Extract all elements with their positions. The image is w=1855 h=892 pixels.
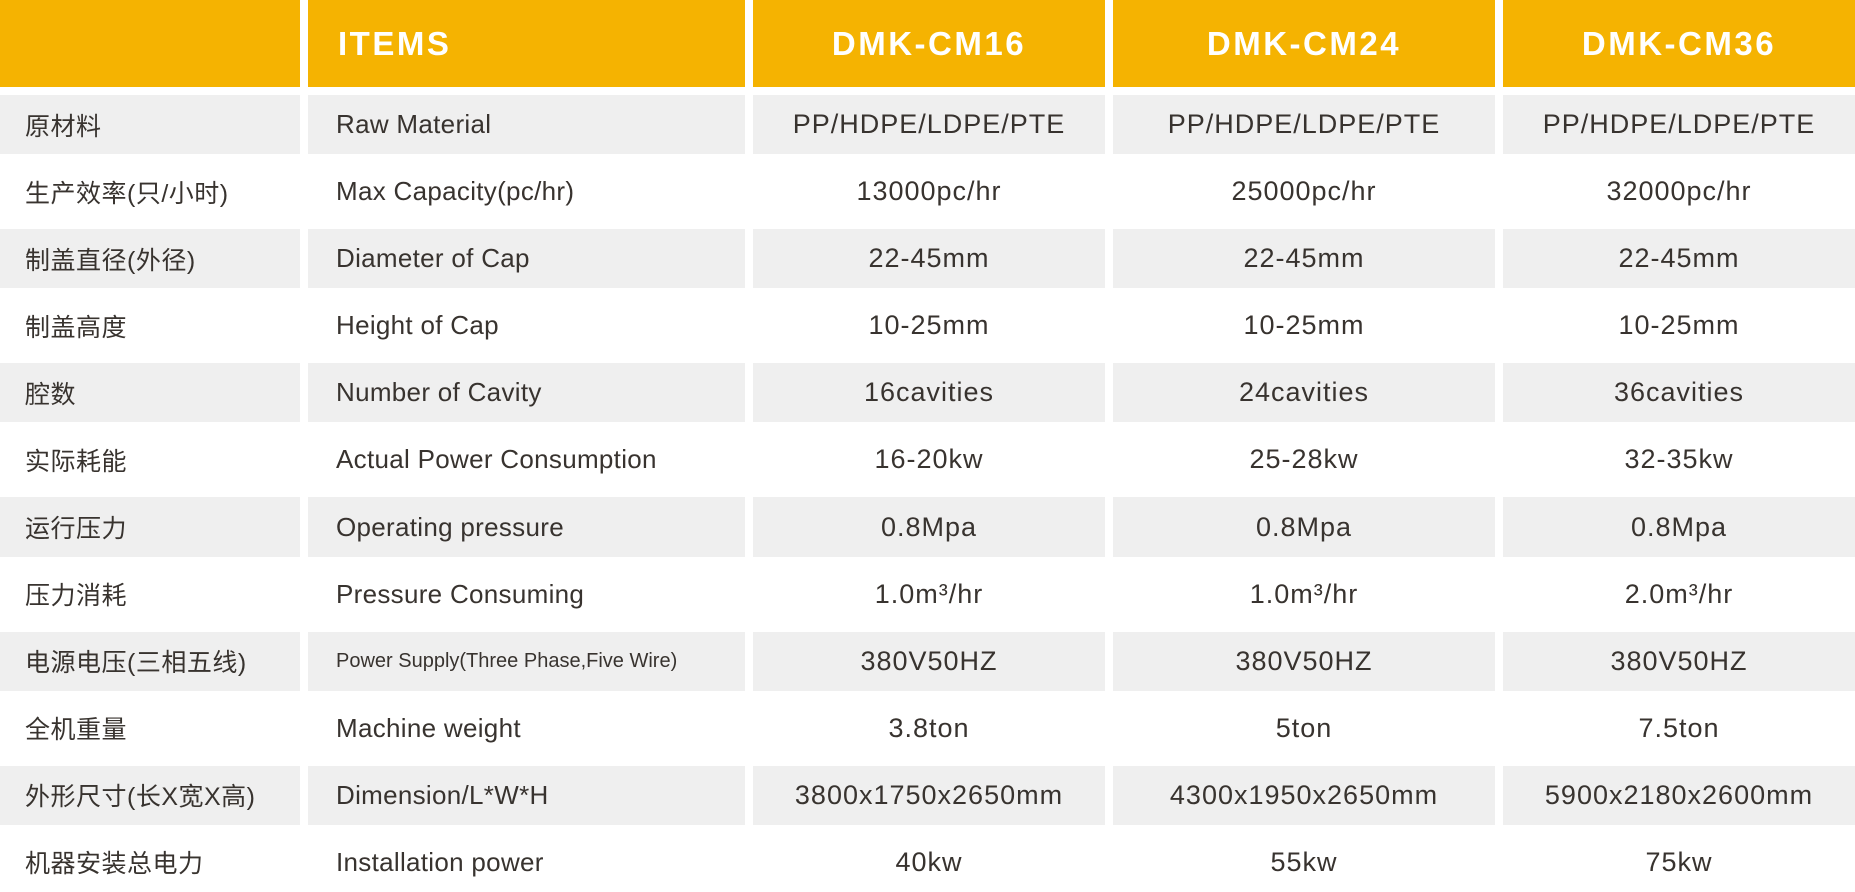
- row-label-en: Number of Cavity: [308, 363, 745, 423]
- value-dmk-cm36: 10-25mm: [1503, 296, 1855, 356]
- header-model-dmk-cm16: DMK-CM16: [753, 0, 1105, 87]
- row-label-zh: 腔数: [0, 363, 300, 423]
- value-dmk-cm36: 0.8Mpa: [1503, 497, 1855, 557]
- value-dmk-cm24: 1.0m³/hr: [1113, 564, 1495, 624]
- value-dmk-cm16: 3800x1750x2650mm: [753, 765, 1105, 825]
- row-label-zh: 全机重量: [0, 698, 300, 758]
- header-model-dmk-cm24: DMK-CM24: [1113, 0, 1495, 87]
- value-dmk-cm16: 22-45mm: [753, 229, 1105, 289]
- row-label-zh: 实际耗能: [0, 430, 300, 490]
- value-dmk-cm36: PP/HDPE/LDPE/PTE: [1503, 95, 1855, 155]
- value-dmk-cm36: 5900x2180x2600mm: [1503, 765, 1855, 825]
- header-model-dmk-cm36: DMK-CM36: [1503, 0, 1855, 87]
- row-label-zh: 电源电压(三相五线): [0, 631, 300, 691]
- value-dmk-cm36: 7.5ton: [1503, 698, 1855, 758]
- row-label-en: Pressure Consuming: [308, 564, 745, 624]
- value-dmk-cm16: 0.8Mpa: [753, 497, 1105, 557]
- row-label-en: Machine weight: [308, 698, 745, 758]
- row-label-en: Actual Power Consumption: [308, 430, 745, 490]
- value-dmk-cm16: PP/HDPE/LDPE/PTE: [753, 95, 1105, 155]
- value-dmk-cm36: 22-45mm: [1503, 229, 1855, 289]
- value-dmk-cm24: 55kw: [1113, 832, 1495, 892]
- row-label-en: Diameter of Cap: [308, 229, 745, 289]
- value-dmk-cm16: 380V50HZ: [753, 631, 1105, 691]
- value-dmk-cm24: 25-28kw: [1113, 430, 1495, 490]
- value-dmk-cm24: 4300x1950x2650mm: [1113, 765, 1495, 825]
- row-label-zh: 原材料: [0, 95, 300, 155]
- row-label-en: Max Capacity(pc/hr): [308, 162, 745, 222]
- row-label-zh: 制盖高度: [0, 296, 300, 356]
- value-dmk-cm16: 3.8ton: [753, 698, 1105, 758]
- value-dmk-cm24: 0.8Mpa: [1113, 497, 1495, 557]
- value-dmk-cm16: 40kw: [753, 832, 1105, 892]
- value-dmk-cm24: 10-25mm: [1113, 296, 1495, 356]
- row-label-zh: 压力消耗: [0, 564, 300, 624]
- row-label-en: Height of Cap: [308, 296, 745, 356]
- header-items-label: ITEMS: [308, 0, 745, 87]
- row-label-en: Raw Material: [308, 95, 745, 155]
- value-dmk-cm36: 380V50HZ: [1503, 631, 1855, 691]
- row-label-en: Power Supply(Three Phase,Five Wire): [308, 631, 745, 691]
- value-dmk-cm36: 36cavities: [1503, 363, 1855, 423]
- value-dmk-cm24: 5ton: [1113, 698, 1495, 758]
- row-label-en: Operating pressure: [308, 497, 745, 557]
- row-label-zh: 外形尺寸(长X宽X高): [0, 765, 300, 825]
- row-label-zh: 运行压力: [0, 497, 300, 557]
- value-dmk-cm16: 16cavities: [753, 363, 1105, 423]
- row-label-zh: 生产效率(只/小时): [0, 162, 300, 222]
- value-dmk-cm16: 10-25mm: [753, 296, 1105, 356]
- value-dmk-cm16: 16-20kw: [753, 430, 1105, 490]
- value-dmk-cm36: 32000pc/hr: [1503, 162, 1855, 222]
- value-dmk-cm24: 25000pc/hr: [1113, 162, 1495, 222]
- row-label-en: Dimension/L*W*H: [308, 765, 745, 825]
- value-dmk-cm24: 380V50HZ: [1113, 631, 1495, 691]
- value-dmk-cm24: PP/HDPE/LDPE/PTE: [1113, 95, 1495, 155]
- value-dmk-cm24: 24cavities: [1113, 363, 1495, 423]
- value-dmk-cm16: 13000pc/hr: [753, 162, 1105, 222]
- value-dmk-cm16: 1.0m³/hr: [753, 564, 1105, 624]
- value-dmk-cm36: 32-35kw: [1503, 430, 1855, 490]
- row-label-en: Installation power: [308, 832, 745, 892]
- row-label-zh: 机器安装总电力: [0, 832, 300, 892]
- header-corner-cell: [0, 0, 300, 87]
- value-dmk-cm36: 2.0m³/hr: [1503, 564, 1855, 624]
- row-label-zh: 制盖直径(外径): [0, 229, 300, 289]
- value-dmk-cm36: 75kw: [1503, 832, 1855, 892]
- value-dmk-cm24: 22-45mm: [1113, 229, 1495, 289]
